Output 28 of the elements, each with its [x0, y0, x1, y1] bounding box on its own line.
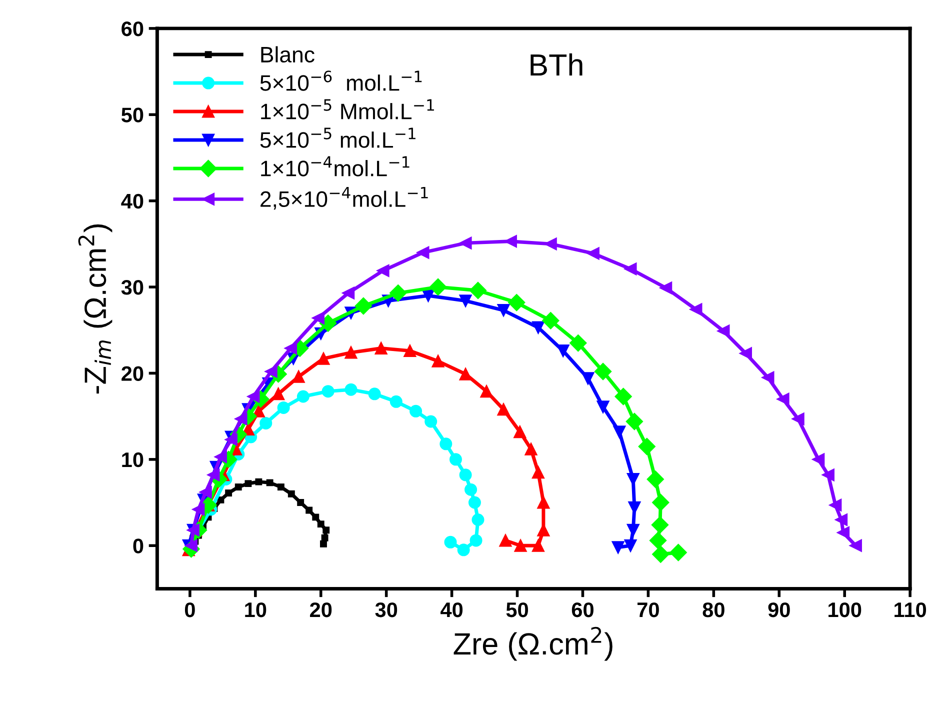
x-tick-label: 100	[828, 602, 862, 618]
y-tick-label: 50	[121, 108, 144, 122]
x-tick-label: 40	[440, 602, 463, 618]
text: BTh	[530, 53, 582, 76]
x-tick-label: 90	[768, 602, 790, 618]
x-tick-label: 0	[184, 602, 195, 618]
legend-label: 1×10$^{−5}$ Mmol.L$^{−1}$	[261, 99, 434, 120]
x-tick-label: 110	[894, 602, 926, 618]
y-tick-label: 30	[121, 280, 144, 295]
x-tick-label: 70	[638, 602, 659, 618]
legend-label: 5×10$^{−6}$ mol.L$^{−1}$	[260, 70, 422, 91]
x-tick-label: 80	[702, 602, 724, 618]
legend-label: 1×10$^{−4}$mol.L$^{−1}$	[261, 156, 410, 176]
x-tick-label: 60	[572, 602, 594, 618]
y-axis-title: -Z$_{im}$ (Ω.cm$^{2}$)	[78, 224, 112, 394]
legend-label: 5×10$^{−5}$ mol.L$^{−1}$	[260, 128, 416, 148]
y-tick-label: 0	[133, 538, 144, 554]
y-tick-label: 20	[122, 366, 144, 381]
x-tick-label: 10	[245, 602, 266, 618]
legend-label: 2,5×10$^{−4}$mol.L$^{−1}$	[260, 186, 428, 210]
x-axis-title: Zre (Ω.cm$^{2}$)	[454, 626, 612, 661]
x-tick-label: 50	[506, 602, 528, 618]
y-tick-label: 40	[121, 194, 144, 209]
x-tick-label: 20	[310, 602, 332, 618]
y-tick-label: 10	[122, 452, 144, 468]
x-tick-label: 30	[375, 602, 398, 618]
legend-label: Blanc	[261, 46, 314, 63]
y-tick-label: 60	[122, 21, 144, 36]
